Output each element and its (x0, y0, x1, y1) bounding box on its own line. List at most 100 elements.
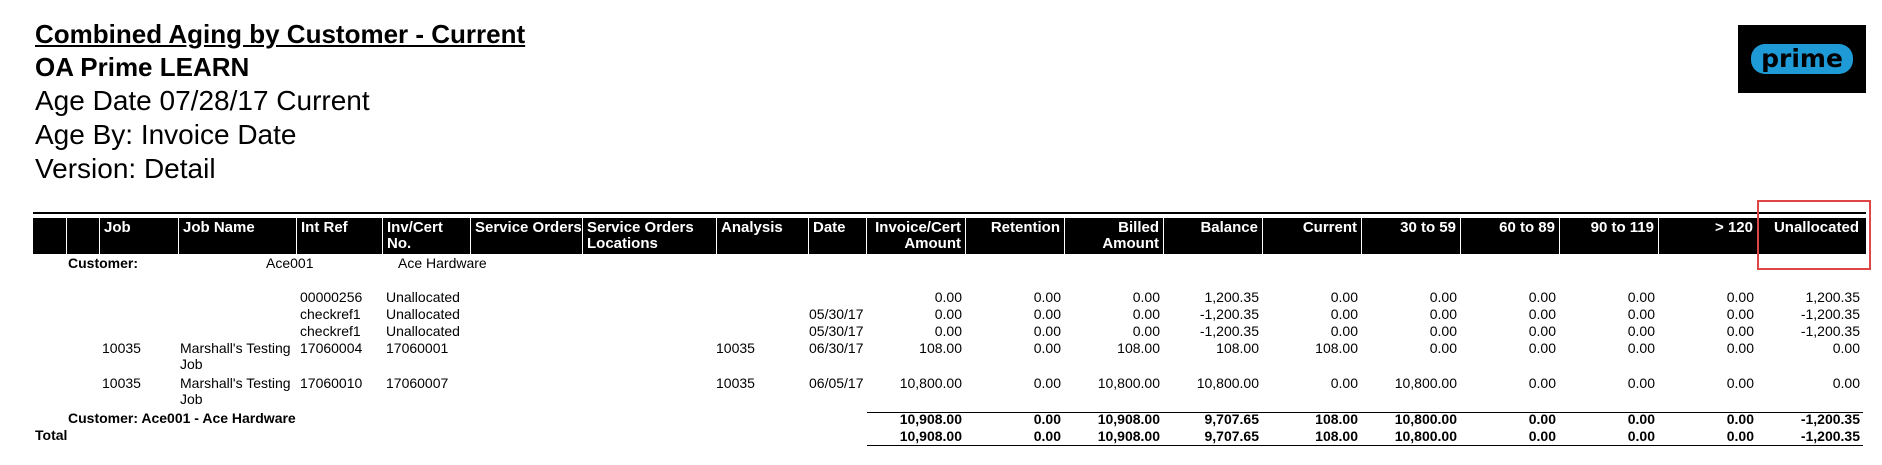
column-header-text: Amount (904, 235, 961, 252)
cell-int-ref: 00000256 (300, 289, 363, 305)
cell-billed-amount: 108.00 (1117, 340, 1160, 356)
unallocated-highlight (1757, 200, 1871, 270)
total-current: 108.00 (1315, 411, 1358, 427)
subtotal-rule (867, 412, 1863, 413)
total-balance: 9,707.65 (1204, 411, 1260, 427)
cell-d60-89: 0.00 (1528, 323, 1556, 339)
column-header-text: Amount (1102, 235, 1159, 252)
cell-date: 06/05/17 (809, 375, 864, 391)
column-header-text: Billed (1118, 219, 1159, 236)
total-unallocated: -1,200.35 (1800, 411, 1860, 427)
cell-invoice-cert-amount: 0.00 (934, 306, 962, 322)
cell-balance: -1,200.35 (1199, 323, 1259, 339)
total-retention: 0.00 (1033, 428, 1061, 444)
table-header (33, 218, 1866, 254)
total-billed-amount: 10,908.00 (1097, 411, 1160, 427)
cell-unallocated: 0.00 (1832, 340, 1860, 356)
logo-text: prime (1761, 44, 1843, 73)
cell-billed-amount: 0.00 (1132, 306, 1160, 322)
column-header-analysis: Analysis (716, 218, 808, 254)
cell-unallocated: 1,200.35 (1805, 289, 1861, 305)
cell-job: 10035 (102, 375, 141, 391)
column-header-billed-amount: Billed Amount (1064, 218, 1163, 254)
cell-inv-cert-no: Unallocated (386, 323, 460, 339)
column-header-text: Job (104, 219, 131, 236)
cell-d90-119: 0.00 (1627, 289, 1655, 305)
cell-invoice-cert-amount: 108.00 (919, 340, 962, 356)
cell-date: 06/30/17 (809, 340, 864, 356)
cell-analysis: 10035 (716, 340, 755, 356)
cell-billed-amount: 0.00 (1132, 323, 1160, 339)
cell-d120: 0.00 (1726, 306, 1754, 322)
cell-d30-59: 0.00 (1429, 323, 1457, 339)
cell-job-name: Marshall's Testing Job (180, 375, 291, 407)
column-header-balance: Balance (1163, 218, 1262, 254)
cell-inv-cert-no: Unallocated (386, 289, 460, 305)
column-header-job-name: Job Name (178, 218, 296, 254)
column-header-d30-59: 30 to 59 (1361, 218, 1460, 254)
report-title: Combined Aging by Customer - Current (35, 19, 526, 49)
cell-d60-89: 0.00 (1528, 375, 1556, 391)
cell-analysis: 10035 (716, 375, 755, 391)
column-header-int-ref: Int Ref (296, 218, 382, 254)
column-header-service-orders: Service Orders (470, 218, 582, 254)
cell-d90-119: 0.00 (1627, 375, 1655, 391)
cell-d60-89: 0.00 (1528, 289, 1556, 305)
cell-invoice-cert-amount: 10,800.00 (899, 375, 962, 391)
cell-current: 0.00 (1330, 323, 1358, 339)
cell-date: 05/30/17 (809, 323, 864, 339)
total-invoice-cert-amount: 10,908.00 (899, 428, 962, 444)
total-d30-59: 10,800.00 (1394, 428, 1457, 444)
cell-d90-119: 0.00 (1627, 323, 1655, 339)
cell-int-ref: checkref1 (300, 306, 361, 322)
company-name: OA Prime LEARN (35, 52, 250, 82)
total-rule (867, 445, 1863, 446)
cell-balance: 108.00 (1216, 340, 1259, 356)
cell-d60-89: 0.00 (1528, 340, 1556, 356)
column-header-service-orders-locations: Service Orders Locations (582, 218, 716, 254)
total-current: 108.00 (1315, 428, 1358, 444)
column-header-retention: Retention (965, 218, 1064, 254)
column-header-text: No. (387, 235, 412, 252)
column-header-text: Inv/Cert (387, 219, 443, 236)
total-d120: 0.00 (1726, 428, 1754, 444)
column-header-date: Date (808, 218, 866, 254)
cell-current: 108.00 (1315, 340, 1358, 356)
cell-retention: 0.00 (1033, 340, 1061, 356)
total-unallocated: -1,200.35 (1800, 428, 1860, 444)
column-header-text: 60 to 89 (1499, 219, 1555, 236)
cell-d30-59: 10,800.00 (1394, 375, 1457, 391)
cell-d120: 0.00 (1726, 289, 1754, 305)
report-header: Combined Aging by Customer - Current OA … (35, 18, 525, 186)
column-header-text: Balance (1200, 219, 1258, 236)
customer-code: Ace001 (266, 255, 314, 271)
column-header-text: Current (1302, 219, 1357, 236)
grand-total-label: Total (35, 427, 68, 443)
column-header-text: Job Name (183, 219, 255, 236)
header-spacer-cell (66, 218, 99, 254)
column-header-invoice-cert-amount: Invoice/Cert Amount (866, 218, 965, 254)
total-invoice-cert-amount: 10,908.00 (899, 411, 962, 427)
cell-billed-amount: 10,800.00 (1097, 375, 1160, 391)
column-header-text: Int Ref (301, 219, 348, 236)
total-retention: 0.00 (1033, 411, 1061, 427)
cell-job: 10035 (102, 340, 141, 356)
cell-job-name: Marshall's Testing Job (180, 340, 291, 372)
column-header-text: 90 to 119 (1590, 219, 1654, 236)
column-header-current: Current (1262, 218, 1361, 254)
cell-retention: 0.00 (1033, 306, 1061, 322)
cell-inv-cert-no: 17060001 (386, 340, 449, 356)
column-header-d60-89: 60 to 89 (1460, 218, 1559, 254)
cell-d120: 0.00 (1726, 375, 1754, 391)
cell-d120: 0.00 (1726, 323, 1754, 339)
cell-current: 0.00 (1330, 375, 1358, 391)
column-header-text: Date (813, 219, 846, 236)
cell-inv-cert-no: 17060007 (386, 375, 449, 391)
cell-billed-amount: 0.00 (1132, 289, 1160, 305)
cell-inv-cert-no: Unallocated (386, 306, 460, 322)
column-header-text: 30 to 59 (1400, 219, 1456, 236)
column-header-job: Job (99, 218, 178, 254)
cell-invoice-cert-amount: 0.00 (934, 323, 962, 339)
column-header-d120: > 120 (1658, 218, 1757, 254)
customer-total-label: Customer: Ace001 - Ace Hardware (68, 410, 296, 426)
